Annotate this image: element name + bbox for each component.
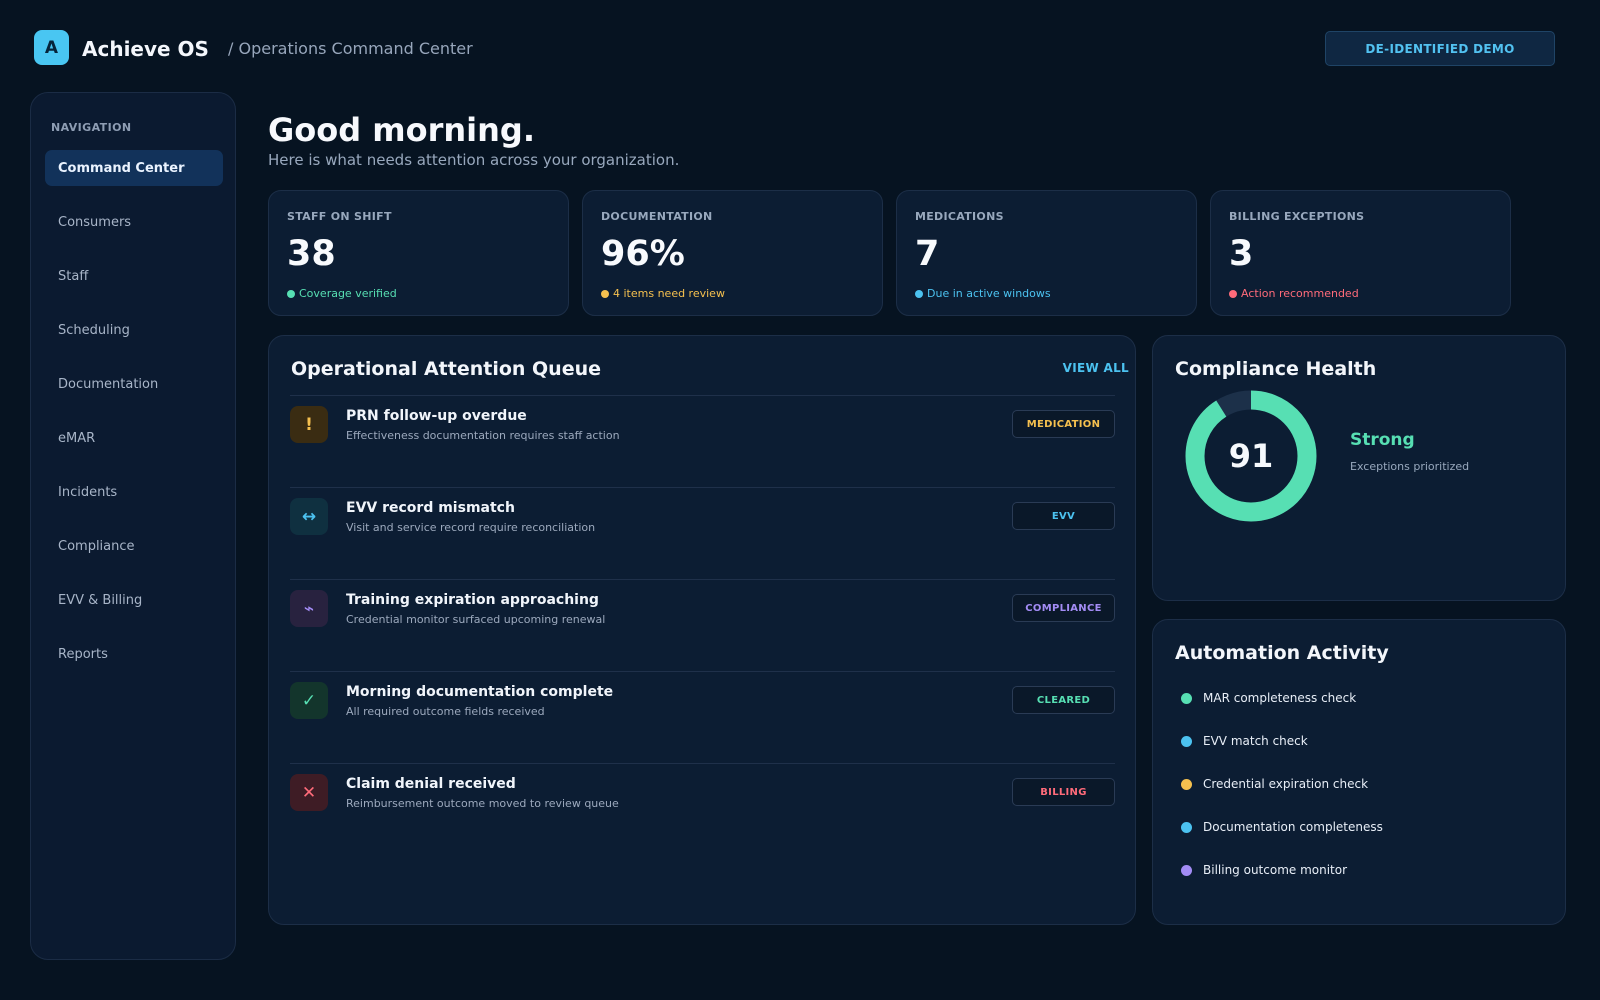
- queue-item-title: Training expiration approaching: [346, 592, 599, 608]
- queue-item-tag: MEDICATION: [1012, 410, 1115, 438]
- attention-queue-panel: Operational Attention Queue VIEW ALL ! P…: [268, 335, 1136, 925]
- queue-item-desc: Credential monitor surfaced upcoming ren…: [346, 613, 606, 626]
- demo-badge: DE-IDENTIFIED DEMO: [1325, 31, 1555, 66]
- status-dot-icon: [1181, 864, 1192, 876]
- sidebar-item-reports[interactable]: Reports: [58, 646, 108, 662]
- stat-label: BILLING EXCEPTIONS: [1229, 210, 1365, 223]
- automation-item[interactable]: MAR completeness check: [1181, 688, 1356, 708]
- sidebar-item-evv-billing[interactable]: EVV & Billing: [58, 592, 143, 608]
- queue-item-tag: CLEARED: [1012, 686, 1115, 714]
- queue-item-title: Morning documentation complete: [346, 684, 614, 700]
- stat-value: 38: [287, 234, 336, 274]
- stat-value: 7: [915, 234, 940, 274]
- status-dot-icon: [1181, 692, 1192, 704]
- automation-item[interactable]: Documentation completeness: [1181, 817, 1383, 837]
- stat-note-text: Coverage verified: [299, 287, 397, 300]
- sidebar-item-compliance[interactable]: Compliance: [58, 538, 135, 554]
- queue-item[interactable]: ✓ Morning documentation complete All req…: [290, 671, 1115, 763]
- queue-item-desc: Effectiveness documentation requires sta…: [346, 429, 620, 442]
- stat-note: Action recommended: [1229, 287, 1359, 300]
- compliance-title: Compliance Health: [1175, 358, 1377, 380]
- queue-title: Operational Attention Queue: [291, 358, 602, 380]
- page-title: Good morning.: [268, 111, 535, 149]
- stat-note-text: Action recommended: [1241, 287, 1359, 300]
- automation-item[interactable]: Credential expiration check: [1181, 774, 1368, 794]
- queue-item[interactable]: ✕ Claim denial received Reimbursement ou…: [290, 763, 1115, 855]
- queue-item-title: Claim denial received: [346, 776, 516, 792]
- automation-item-label: Credential expiration check: [1203, 777, 1369, 791]
- queue-item-tag: BILLING: [1012, 778, 1115, 806]
- alert-icon: !: [290, 406, 328, 443]
- compliance-score: 91: [1229, 437, 1274, 475]
- automation-activity-panel: Automation Activity MAR completeness che…: [1152, 619, 1566, 925]
- stat-value: 3: [1229, 234, 1254, 274]
- compliance-note: Exceptions prioritized: [1350, 460, 1470, 473]
- automation-item[interactable]: Billing outcome monitor: [1181, 860, 1347, 880]
- stat-label: DOCUMENTATION: [601, 210, 713, 223]
- automation-item-label: EVV match check: [1203, 734, 1308, 748]
- stat-card-staff[interactable]: STAFF ON SHIFT 38 Coverage verified: [268, 190, 569, 316]
- stat-label: MEDICATIONS: [915, 210, 1004, 223]
- sidebar-item-staff[interactable]: Staff: [58, 268, 89, 284]
- app-name: Achieve OS: [82, 37, 209, 61]
- sidebar: NAVIGATION Command Center Consumers Staf…: [30, 92, 236, 960]
- queue-item[interactable]: ↔ EVV record mismatch Visit and service …: [290, 487, 1115, 579]
- queue-item-desc: Reimbursement outcome moved to review qu…: [346, 797, 619, 810]
- sidebar-item-documentation[interactable]: Documentation: [58, 376, 159, 392]
- queue-item-title: PRN follow-up overdue: [346, 408, 527, 424]
- view-all-link[interactable]: VIEW ALL: [1062, 361, 1129, 375]
- status-dot-icon: [915, 289, 923, 298]
- automation-item-label: Documentation completeness: [1203, 820, 1383, 834]
- top-bar: A Achieve OS / Operations Command Center…: [0, 0, 1600, 92]
- app-logo[interactable]: A: [34, 30, 69, 65]
- status-dot-icon: [1181, 821, 1192, 833]
- stat-note: Due in active windows: [915, 287, 1051, 300]
- automation-item-label: MAR completeness check: [1203, 691, 1357, 705]
- pulse-icon: ⌁: [290, 590, 328, 627]
- queue-item[interactable]: ! PRN follow-up overdue Effectiveness do…: [290, 395, 1115, 487]
- check-icon: ✓: [290, 682, 328, 719]
- stat-note: 4 items need review: [601, 287, 725, 300]
- queue-item-desc: All required outcome fields received: [346, 705, 545, 718]
- compliance-health-panel: Compliance Health 91 Strong Exceptions p…: [1152, 335, 1566, 601]
- queue-item-desc: Visit and service record require reconci…: [346, 521, 596, 534]
- stat-card-documentation[interactable]: DOCUMENTATION 96% 4 items need review: [582, 190, 883, 316]
- queue-item-title: EVV record mismatch: [346, 500, 515, 516]
- sidebar-item-scheduling[interactable]: Scheduling: [58, 322, 130, 338]
- queue-item[interactable]: ⌁ Training expiration approaching Creden…: [290, 579, 1115, 671]
- compliance-donut: 91: [1185, 390, 1317, 522]
- sidebar-item-consumers[interactable]: Consumers: [58, 214, 132, 230]
- stat-label: STAFF ON SHIFT: [287, 210, 392, 223]
- breadcrumb: / Operations Command Center: [228, 39, 473, 58]
- stat-value: 96%: [601, 234, 685, 274]
- sidebar-item-incidents[interactable]: Incidents: [58, 484, 118, 500]
- automation-item[interactable]: EVV match check: [1181, 731, 1308, 751]
- queue-item-tag: COMPLIANCE: [1012, 594, 1115, 622]
- status-dot-icon: [1229, 289, 1237, 298]
- swap-arrows-icon: ↔: [290, 498, 328, 535]
- status-dot-icon: [1181, 735, 1192, 747]
- status-dot-icon: [1181, 778, 1192, 790]
- automation-item-label: Billing outcome monitor: [1203, 863, 1348, 877]
- page-subtitle: Here is what needs attention across your…: [268, 151, 680, 169]
- stat-card-billing-exceptions[interactable]: BILLING EXCEPTIONS 3 Action recommended: [1210, 190, 1511, 316]
- status-dot-icon: [287, 289, 295, 298]
- queue-item-tag: EVV: [1012, 502, 1115, 530]
- compliance-status: Strong: [1350, 430, 1415, 450]
- stat-card-medications[interactable]: MEDICATIONS 7 Due in active windows: [896, 190, 1197, 316]
- stat-note-text: Due in active windows: [927, 287, 1051, 300]
- sidebar-item-command-center[interactable]: Command Center: [45, 150, 223, 186]
- stat-note-text: 4 items need review: [613, 287, 725, 300]
- sidebar-item-emar[interactable]: eMAR: [58, 430, 96, 446]
- close-icon: ✕: [290, 774, 328, 811]
- donut-arc: [1185, 390, 1317, 522]
- stat-note: Coverage verified: [287, 287, 397, 300]
- status-dot-icon: [601, 289, 609, 298]
- automation-title: Automation Activity: [1175, 642, 1389, 664]
- nav-heading: NAVIGATION: [51, 121, 132, 134]
